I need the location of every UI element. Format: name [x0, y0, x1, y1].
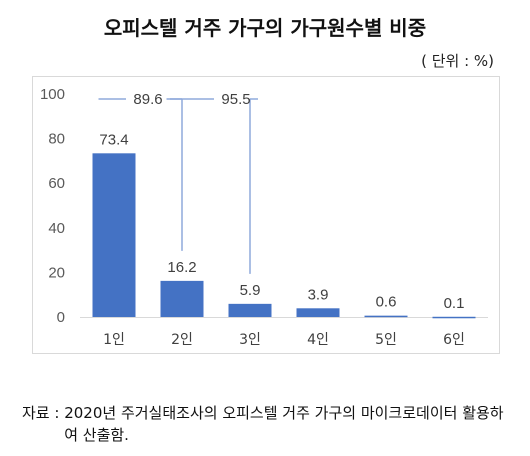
bar: [296, 308, 340, 317]
bar-chart: 0 20 40 60 80 100 73.4 1인 16.2 2인 5.9 3인 3.9 4인 0.6 5인 0…: [40, 86, 488, 348]
y-tick-label: 100: [40, 86, 65, 103]
bar: [92, 153, 136, 317]
source-text: 2020년 주거실태조사의 오피스텔 거주 가구의 마이크로데이터 활용하여 산…: [64, 404, 504, 444]
category-label: 5인: [375, 332, 397, 348]
y-tick-label: 20: [48, 264, 65, 281]
bar: [432, 316, 476, 319]
bar: [160, 280, 204, 317]
category-label: 6인: [443, 332, 465, 348]
data-label: 16.2: [167, 259, 196, 276]
annotation-label: 95.5: [221, 91, 250, 108]
annotation-label: 89.6: [133, 91, 162, 108]
y-tick-label: 80: [48, 131, 65, 148]
y-tick-label: 40: [48, 220, 65, 237]
data-label: 0.1: [444, 295, 465, 312]
source-note: 자료 : 2020년 주거실태조사의 오피스텔 거주 가구의 마이크로데이터 활…: [22, 402, 512, 446]
data-label: 73.4: [99, 131, 128, 148]
category-label: 1인: [103, 332, 125, 348]
chart-title: 오피스텔 거주 가구의 가구원수별 비중: [103, 16, 427, 40]
category-label: 4인: [307, 332, 329, 348]
data-label: 0.6: [376, 294, 397, 311]
bar: [364, 315, 408, 318]
unit-note: ( 단위 : %): [421, 52, 494, 70]
data-label: 5.9: [240, 282, 261, 299]
category-label: 2인: [171, 332, 193, 348]
y-tick-label: 60: [48, 175, 65, 192]
source-label: 자료 :: [22, 404, 65, 422]
data-label: 3.9: [308, 286, 329, 303]
category-label: 3인: [239, 332, 261, 348]
y-tick-label: 0: [57, 309, 65, 326]
bar: [228, 303, 272, 317]
